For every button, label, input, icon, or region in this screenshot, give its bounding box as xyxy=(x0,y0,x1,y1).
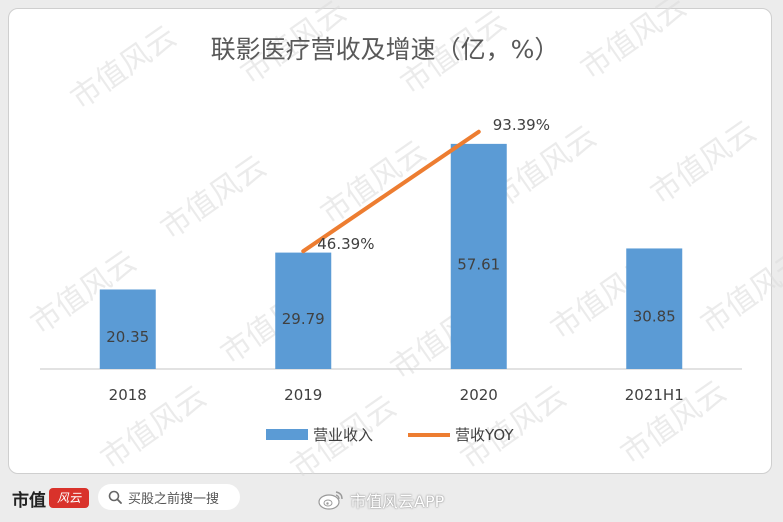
bar-data-label: 29.79 xyxy=(282,310,325,328)
legend-swatch-revenue xyxy=(266,429,308,440)
search-box[interactable]: 买股之前搜一搜 xyxy=(98,484,240,510)
brand-logo: 市值 风云 xyxy=(12,486,89,511)
weibo-account: 市值风云APP xyxy=(318,488,444,512)
chart-title: 联影医疗营收及增速（亿，%） xyxy=(211,35,560,64)
x-tick-label: 2021H1 xyxy=(625,386,684,404)
line-data-label: 46.39% xyxy=(317,235,374,253)
legend-label-yoy: 营收YOY xyxy=(455,426,514,444)
line-data-label: 93.39% xyxy=(493,116,550,134)
weibo-icon xyxy=(318,491,343,510)
watermark-text: 市值风云 xyxy=(155,149,273,246)
bar xyxy=(626,248,683,369)
search-icon xyxy=(108,490,122,504)
chart-card xyxy=(8,8,772,474)
bar xyxy=(99,289,156,369)
search-placeholder: 买股之前搜一搜 xyxy=(128,491,220,507)
bar-data-label: 57.61 xyxy=(457,255,500,273)
legend-label-revenue: 营业收入 xyxy=(313,426,373,444)
weibo-account-name: 市值风云APP xyxy=(350,492,445,511)
brand-seal: 风云 xyxy=(49,488,89,508)
bar-data-label: 20.35 xyxy=(106,328,149,346)
footer: 市值 风云 买股之前搜一搜 市值风云APP xyxy=(0,476,783,522)
brand-name: 市值 xyxy=(12,490,46,511)
watermark-text: 市值风云 xyxy=(645,114,763,211)
watermark-text: 市值风云 xyxy=(695,244,783,341)
plot-area: 20.35 29.79 57.61 30.85 2018 2019 2020 2021H1 46… xyxy=(40,116,742,404)
watermark-text: 市值风云 xyxy=(315,134,433,231)
bar xyxy=(275,252,332,369)
bar-data-label: 30.85 xyxy=(633,308,676,326)
x-tick-label: 2019 xyxy=(284,386,322,404)
bar xyxy=(450,143,507,369)
watermark-text: 市值风云 xyxy=(575,0,693,87)
x-tick-label: 2018 xyxy=(109,386,147,404)
x-tick-label: 2020 xyxy=(460,386,498,404)
watermark-text: 市值风云 xyxy=(65,19,183,116)
yoy-line xyxy=(301,129,481,254)
legend: 营业收入 营收YOY xyxy=(266,426,514,444)
